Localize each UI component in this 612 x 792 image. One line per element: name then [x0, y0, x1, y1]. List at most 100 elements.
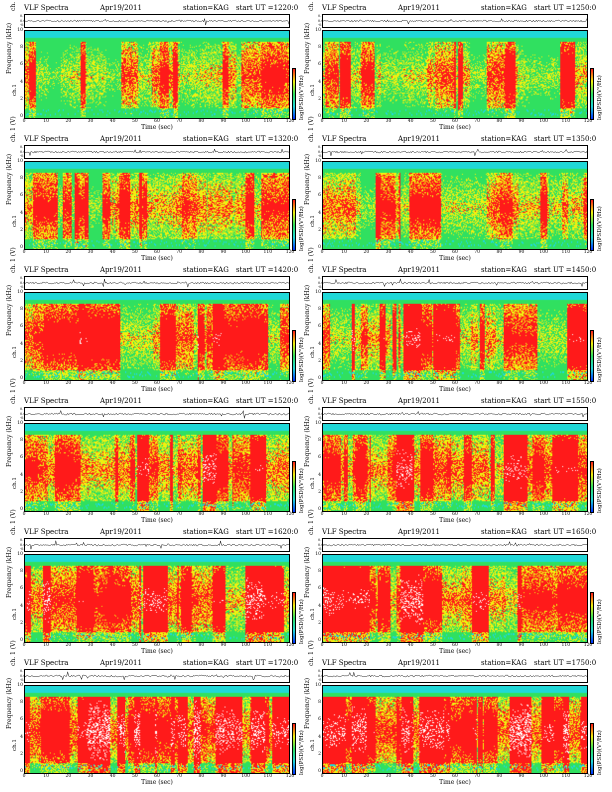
panel-start-ut: start UT =1450:0 [534, 266, 597, 274]
time-tick-label: 50 [131, 643, 138, 648]
time-tick-label: 60 [452, 643, 458, 648]
frequency-axis-label: Frequency (kHz) [6, 153, 13, 205]
frequency-tick-label: 2 [20, 620, 23, 626]
ts-tick-label: 0.00 [20, 281, 28, 286]
time-tick-label: 120 [285, 512, 295, 517]
frequency-channel-label: ch.1 [12, 477, 18, 489]
time-tick-label: 40 [407, 774, 414, 779]
ts-tick-label: 0.00 [20, 412, 28, 417]
time-tick-label: 120 [285, 381, 295, 386]
time-tick-label: 70 [176, 250, 183, 255]
panel-title-label: VLF Spectra [322, 659, 367, 667]
panel-title: VLF Spectra Apr19/2011 station=KAG start UT… [306, 528, 606, 538]
time-tick-label: 50 [131, 512, 138, 517]
time-tick-label: 90 [518, 774, 525, 779]
time-tick-label: 100 [241, 643, 250, 648]
panel-station: station=KAG [481, 528, 527, 536]
frequency-tick-label: 10 [17, 290, 23, 295]
frequency-tick-label: 0 [318, 245, 321, 250]
colorbar-label: log(PSD)(V²/Hz) [597, 337, 603, 382]
spectrogram-panel: VLF Spectra Apr19/2011 station=KAG start UT… [304, 378, 606, 525]
time-tick-label: 50 [429, 119, 436, 124]
panel-date: Apr19/2011 [398, 266, 440, 274]
spectrogram-canvas [323, 686, 587, 773]
frequency-tick-label: 10 [315, 552, 321, 557]
time-tick-label: 60 [452, 250, 458, 255]
time-tick-label: 10 [43, 119, 50, 124]
panel-station: station=KAG [183, 528, 229, 536]
panel-title-label: VLF Spectra [322, 135, 367, 143]
frequency-tick-label: 4 [318, 603, 321, 609]
time-tick-label: 80 [496, 774, 503, 779]
panel-station: station=KAG [183, 659, 229, 667]
panel-title: VLF Spectra Apr19/2011 station=KAG start UT… [8, 528, 308, 538]
frequency-tick-label: 10 [315, 421, 321, 426]
frequency-tick-label: 0 [20, 245, 23, 250]
time-tick-label: 50 [131, 250, 138, 255]
time-tick-label: 100 [539, 774, 548, 779]
frequency-axis-label: Frequency (kHz) [304, 284, 311, 336]
colorbar [292, 68, 296, 120]
panel-date: Apr19/2011 [398, 659, 440, 667]
panel-station: station=KAG [481, 397, 527, 405]
time-tick-label: 50 [131, 381, 138, 386]
colorbar-label: log(PSD)(V²/Hz) [299, 206, 305, 251]
time-tick-label: 60 [154, 774, 160, 779]
ts-axis-label: ch. 1 (V) [308, 640, 315, 666]
time-tick-label: 90 [518, 250, 525, 255]
time-tick-label: 40 [109, 119, 116, 124]
spectrogram-image [24, 30, 290, 119]
time-axis-label: Time (sec) [439, 255, 471, 262]
frequency-tick-label: 4 [20, 734, 23, 740]
panel-title-label: VLF Spectra [24, 135, 69, 143]
frequency-tick-label: 8 [318, 307, 321, 313]
spectrogram-canvas [25, 162, 289, 249]
ts-tick-label: 0.00 [318, 412, 326, 417]
frequency-tick-label: 6 [20, 324, 23, 330]
time-tick-label: 70 [176, 643, 183, 648]
time-tick-label: 90 [220, 774, 227, 779]
frequency-channel-label: ch.1 [310, 215, 316, 227]
time-tick-label: 120 [583, 381, 593, 386]
waveform-line [25, 409, 289, 419]
time-tick-label: 40 [407, 250, 414, 255]
frequency-tick-label: 8 [318, 569, 321, 575]
ts-axis-label: ch. 1 (V) [308, 247, 315, 273]
time-tick-label: 110 [263, 119, 273, 124]
panel-title: VLF Spectra Apr19/2011 station=KAG start UT… [8, 397, 308, 407]
time-tick-label: 40 [109, 381, 116, 386]
time-axis-label: Time (sec) [141, 648, 173, 655]
time-tick-label: 10 [43, 250, 50, 255]
spectrogram-panel: VLF Spectra Apr19/2011 station=KAG start UT… [304, 0, 606, 132]
panel-start-ut: start UT =1420:0 [236, 266, 299, 274]
frequency-tick-label: 0 [20, 638, 23, 643]
panel-station: station=KAG [481, 659, 527, 667]
spectrogram-panel: VLF Spectra Apr19/2011 station=KAG start UT… [6, 116, 308, 263]
time-tick-label: 70 [474, 774, 481, 779]
spectrogram-panel: VLF Spectra Apr19/2011 station=KAG start UT… [6, 509, 308, 656]
ts-tick-label: 0.10 [318, 538, 326, 543]
waveform-line [25, 148, 289, 156]
spectrogram-canvas [25, 31, 289, 118]
time-axis-label: Time (sec) [141, 255, 173, 262]
frequency-tick-label: 0 [20, 376, 23, 381]
ts-tick-label: 0.00 [20, 19, 28, 24]
time-tick-label: 90 [518, 512, 525, 517]
time-tick-label: 80 [496, 250, 503, 255]
panel-title: VLF Spectra Apr19/2011 station=KAG start UT… [8, 659, 308, 669]
frequency-tick-label: 10 [17, 683, 23, 688]
colorbar [292, 592, 296, 644]
waveform-plot [24, 14, 290, 28]
time-tick-label: 90 [518, 119, 525, 124]
waveform-line [25, 278, 289, 288]
frequency-tick-label: 4 [318, 341, 321, 347]
ts-axis-label: ch. 1 (V) [308, 378, 315, 404]
panel-title-label: VLF Spectra [24, 397, 69, 405]
time-tick-label: 100 [241, 119, 250, 124]
time-axis: 0 10 20 30 40 50 60 70 80 90 100 110 120 [321, 250, 593, 257]
spectrogram-panel: VLF Spectra Apr19/2011 station=KAG start UT… [6, 378, 308, 525]
time-tick-label: 110 [561, 119, 571, 124]
time-tick-label: 120 [583, 643, 593, 648]
spectrogram-image [322, 423, 588, 512]
time-axis: 0 10 20 30 40 50 60 70 80 90 100 110 120 [23, 119, 295, 126]
